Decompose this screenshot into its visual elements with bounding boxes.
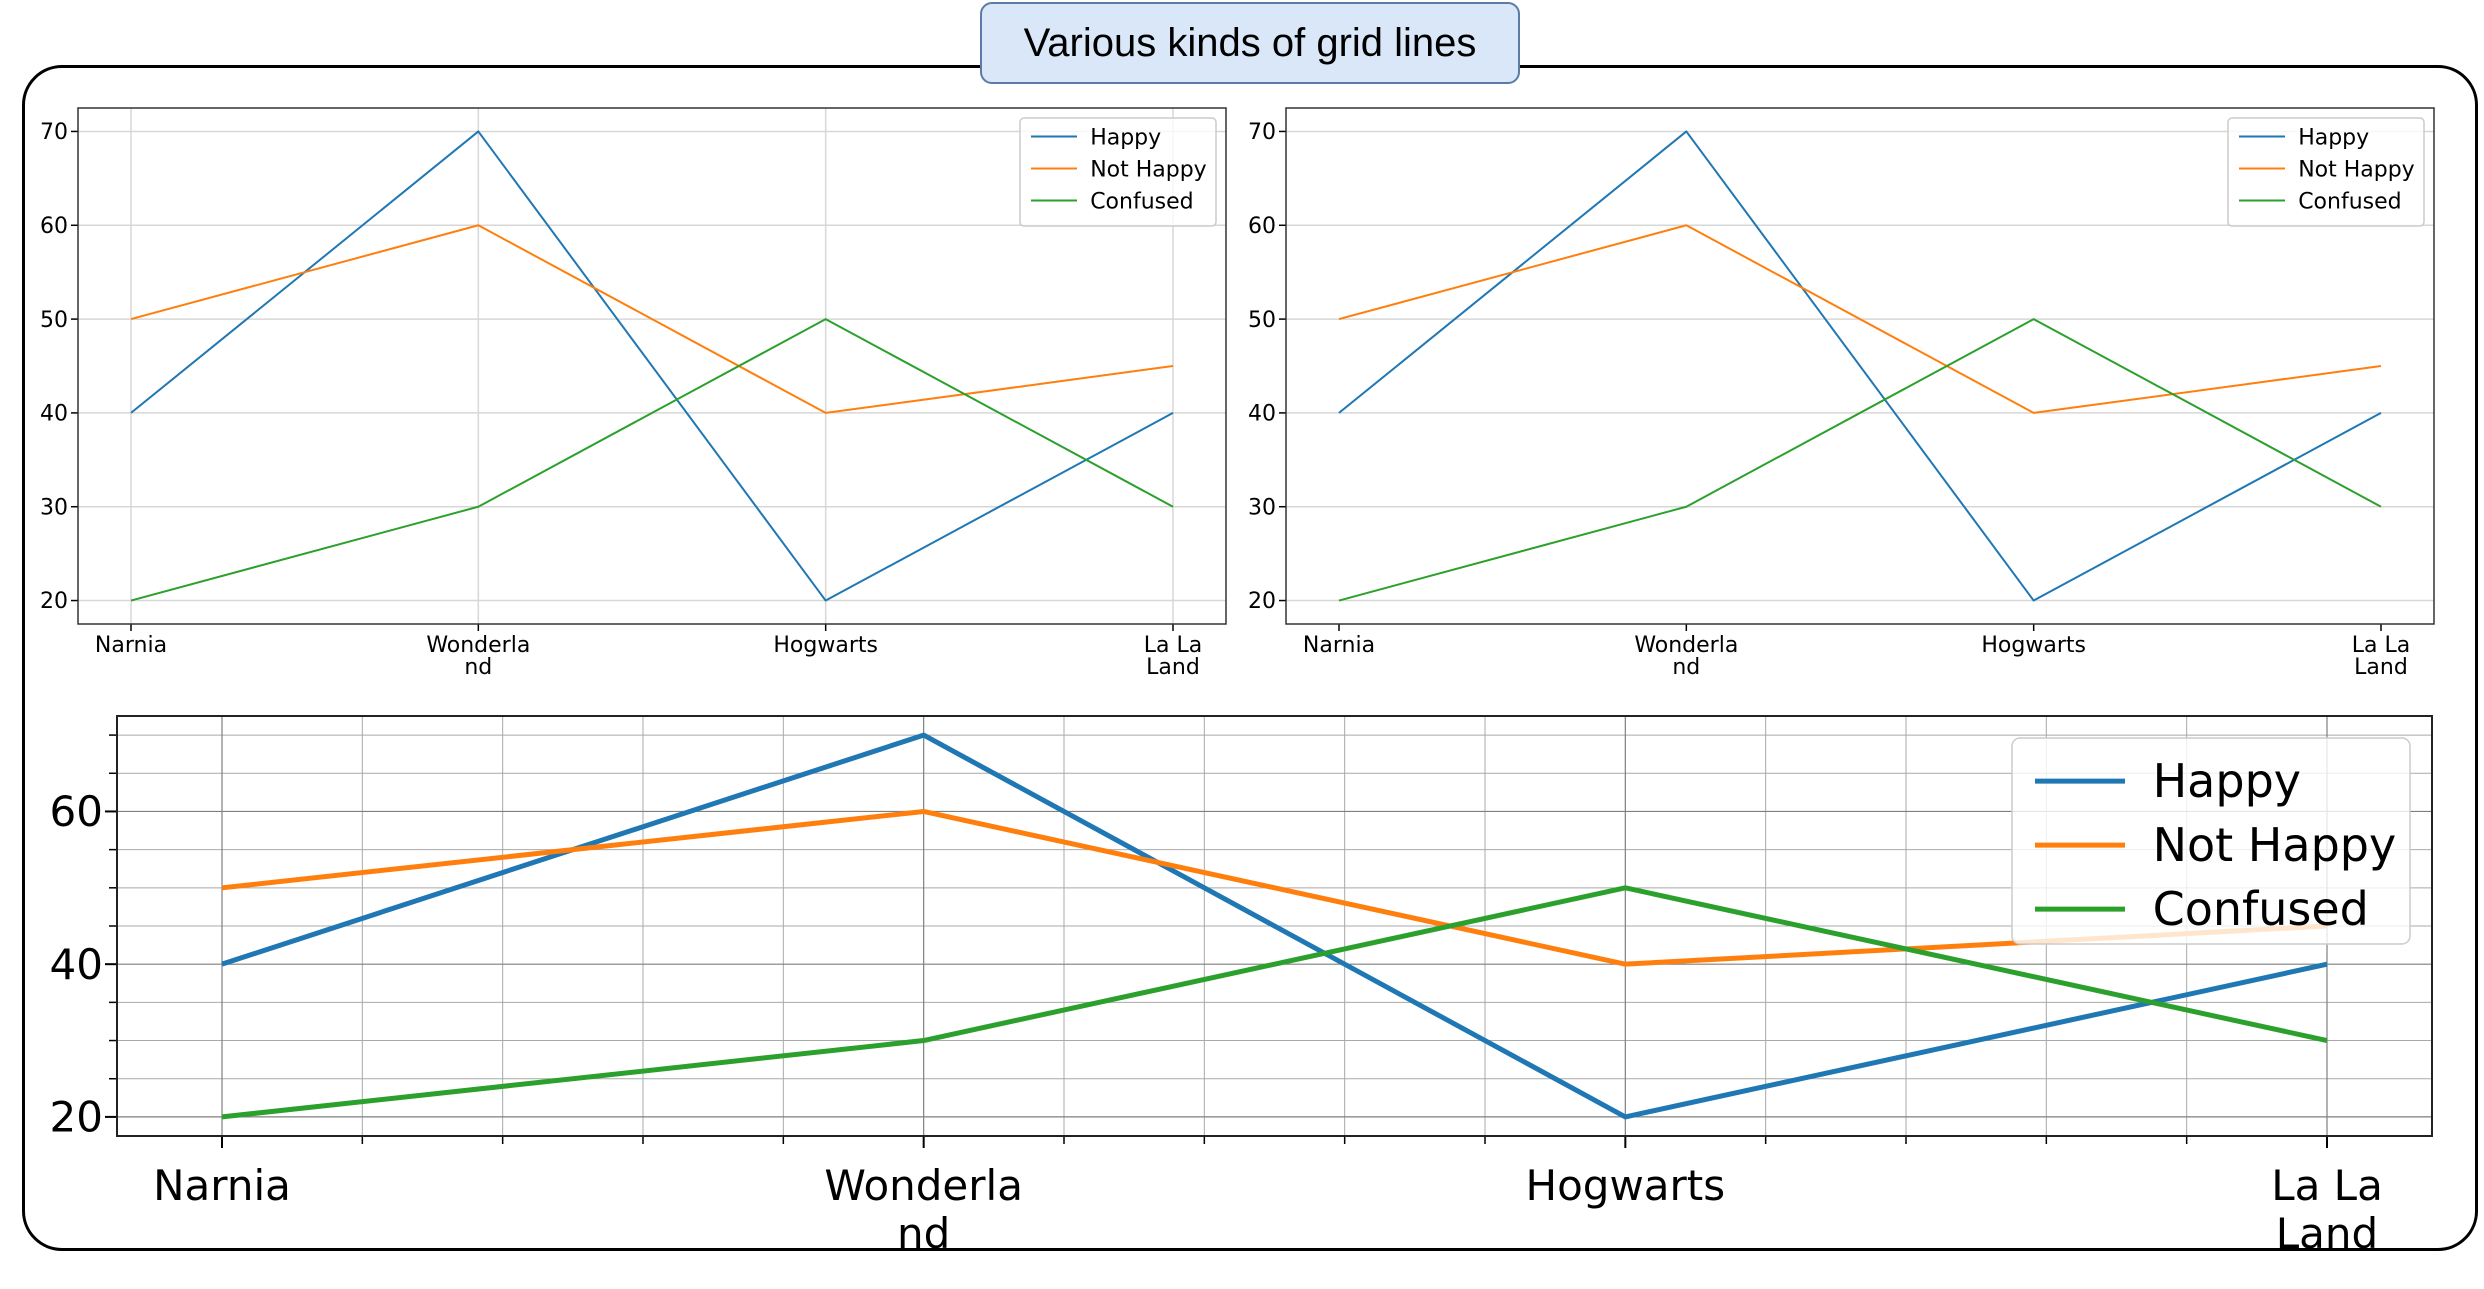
figure-frame	[22, 65, 2478, 1251]
x-tick-label: La La Land	[2352, 633, 2410, 680]
x-tick-label: Hogwarts	[1981, 633, 2086, 658]
series-line-confused	[1338, 318, 2382, 602]
legend-label: Not Happy	[1090, 157, 1207, 182]
legend-box	[2011, 737, 2411, 945]
legend-label: Confused	[1090, 189, 1193, 214]
x-tick-label: Wonderla nd	[426, 633, 530, 680]
y-tick-label: 20	[1248, 589, 1276, 614]
legend-label: Happy	[2153, 754, 2301, 808]
y-tick-label: 50	[40, 308, 68, 333]
x-tick-label: Hogwarts	[773, 633, 878, 658]
x-tick-label: Narnia	[1303, 633, 1375, 658]
axes-frame	[116, 715, 2433, 1137]
legend-label: Happy	[2298, 125, 2369, 150]
y-tick-label: 60	[50, 787, 103, 836]
axes-frame	[77, 107, 1227, 625]
series-line-confused	[130, 318, 1174, 602]
page-title: Various kinds of grid lines	[980, 2, 1520, 84]
y-tick-label: 20	[50, 1093, 103, 1142]
series-line-not-happy	[130, 224, 1174, 414]
legend-box	[2227, 117, 2425, 227]
series-line-not-happy	[1338, 224, 2382, 414]
y-tick-label: 60	[1248, 214, 1276, 239]
series-line-confused	[221, 885, 2328, 1120]
y-tick-label: 20	[40, 589, 68, 614]
x-tick-label: Wonderla nd	[824, 1161, 1023, 1258]
y-tick-label: 70	[40, 120, 68, 145]
y-tick-label: 40	[1248, 402, 1276, 427]
y-tick-label: 30	[1248, 495, 1276, 520]
legend-label: Not Happy	[2298, 157, 2415, 182]
x-tick-label: Narnia	[95, 633, 167, 658]
legend-label: Confused	[2153, 882, 2369, 936]
x-tick-label: La La Land	[2271, 1161, 2383, 1258]
y-tick-label: 40	[50, 940, 103, 989]
legend-label: Not Happy	[2153, 818, 2397, 872]
y-tick-label: 40	[40, 402, 68, 427]
legend-label: Confused	[2298, 189, 2401, 214]
legend-box	[1019, 117, 1217, 227]
x-tick-label: Narnia	[153, 1161, 291, 1210]
y-tick-label: 60	[40, 214, 68, 239]
y-tick-label: 70	[1248, 120, 1276, 145]
axes-frame	[1285, 107, 2435, 625]
series-line-not-happy	[221, 808, 2328, 967]
x-tick-label: Wonderla nd	[1634, 633, 1738, 680]
x-tick-label: La La Land	[1144, 633, 1202, 680]
y-tick-label: 50	[1248, 308, 1276, 333]
x-tick-label: Hogwarts	[1526, 1161, 1726, 1210]
legend-label: Happy	[1090, 125, 1161, 150]
y-tick-label: 30	[40, 495, 68, 520]
